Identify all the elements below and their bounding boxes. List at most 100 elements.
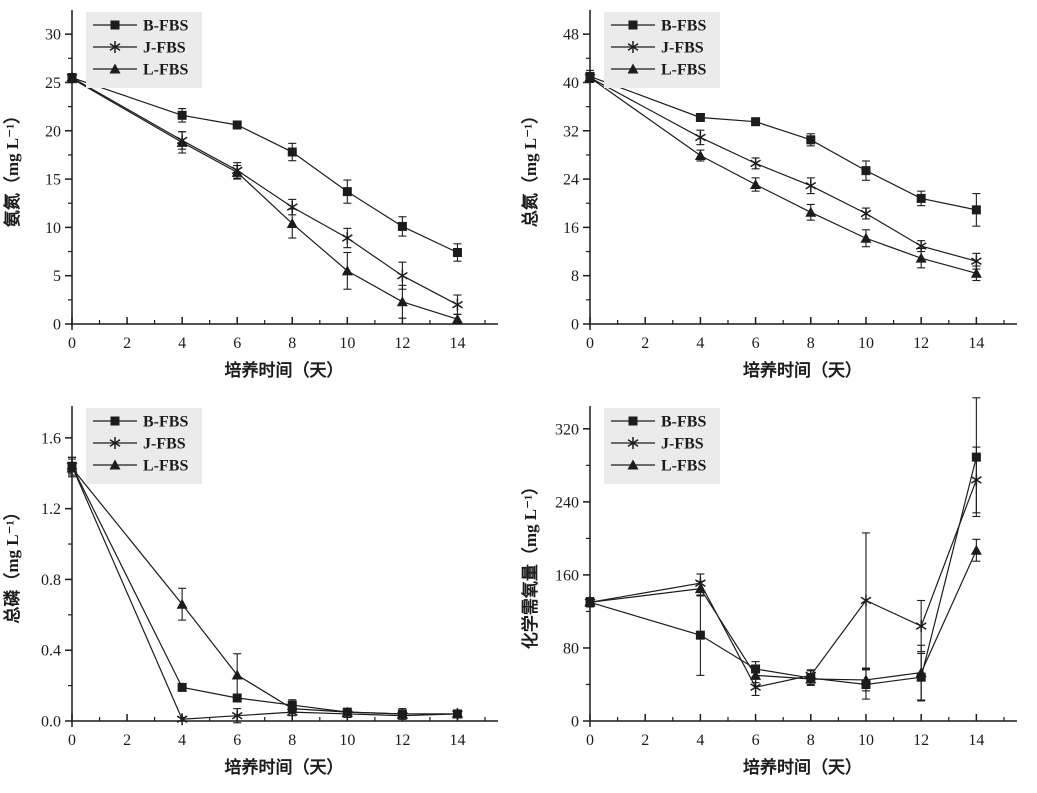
text-label: 5 [53, 268, 61, 285]
legend-label: J-FBS [143, 436, 186, 453]
text-label: 12 [913, 335, 929, 352]
legend-label: B-FBS [143, 414, 188, 431]
legend: B-FBS J-FBS L-FBS [604, 408, 720, 484]
square-icon [971, 205, 981, 215]
y-axis-ticks: 0 80 160 240 320 [555, 421, 590, 731]
text-label: 6 [752, 335, 760, 352]
asterisk-icon [176, 713, 188, 726]
series-B-FBS [67, 456, 462, 720]
legend-label: J-FBS [661, 40, 704, 57]
triangle-icon [231, 166, 243, 177]
text-label: 0.8 [41, 572, 61, 589]
asterisk-icon [452, 298, 463, 311]
text-label: 2 [123, 732, 131, 749]
text-label: 25 [45, 75, 61, 92]
asterisk-icon [915, 620, 927, 633]
text-label: 1.6 [41, 430, 61, 447]
x-axis-ticks: 0 2 4 6 8 10 12 14 [586, 317, 1005, 352]
square-icon [232, 120, 242, 130]
text-label: 14 [449, 335, 465, 352]
text-label: 2 [123, 335, 131, 352]
square-icon [177, 682, 187, 692]
triangle-icon [584, 72, 596, 83]
triangle-icon [231, 669, 243, 680]
text-label: 4 [696, 335, 704, 352]
triangle-icon [109, 63, 121, 74]
text-label: 0.0 [41, 714, 61, 731]
legend-item-J-FBS: J-FBS [611, 436, 704, 453]
triangle-icon [805, 206, 817, 217]
triangle-icon [66, 462, 78, 473]
triangle-icon [915, 252, 927, 263]
text-label: 80 [563, 640, 579, 657]
text-label: 40 [563, 75, 579, 92]
text-label: 0 [586, 335, 594, 352]
legend-label: J-FBS [661, 436, 704, 453]
legend-label: L-FBS [143, 62, 188, 79]
x-axis-ticks: 0 2 4 6 8 10 12 14 [586, 714, 1005, 749]
x-axis-label: 培养时间（天） [225, 757, 344, 777]
chart-ammonia-nitrogen: 0 5 10 15 20 25 30 0 2 4 6 8 10 12 14 氨氮（mg L⁻¹） 培养时间（天）… [0, 0, 518, 396]
triangle-icon [750, 179, 762, 190]
triangle-icon [396, 296, 408, 307]
ammonia-nitrogen-plot: 0 5 10 15 20 25 30 0 2 4 6 8 10 12 14 氨氮（mg L⁻¹） 培养时间（天）… [0, 0, 518, 396]
triangle-icon [627, 63, 639, 74]
text-label: 0 [53, 317, 61, 334]
legend-label: J-FBS [143, 40, 186, 57]
text-label: 4 [178, 335, 186, 352]
x-axis-ticks: 0 2 4 6 8 10 12 14 [68, 714, 486, 749]
legend-item-J-FBS: J-FBS [93, 436, 186, 453]
text-label: 10 [339, 335, 355, 352]
chart-total-nitrogen: 0 8 16 24 32 40 48 0 2 4 6 8 10 12 14 总氮（mg L⁻¹） 培养时间（天）… [518, 0, 1037, 396]
triangle-icon [341, 265, 353, 276]
asterisk-icon [231, 709, 243, 722]
asterisk-icon [627, 437, 639, 449]
series-L-FBS [584, 72, 982, 282]
text-label: 10 [858, 732, 874, 749]
asterisk-icon [396, 269, 408, 282]
text-label: 2 [641, 732, 649, 749]
text-label: 16 [563, 220, 579, 237]
square-icon [110, 20, 120, 30]
chemical-oxygen-demand-plot: 0 80 160 240 320 0 2 4 6 8 10 12 14 化学需氧量（mg L⁻¹） 培养时间… [518, 396, 1037, 793]
square-icon [110, 416, 120, 426]
axes [589, 10, 1017, 330]
triangle-icon [750, 669, 762, 680]
series-L-FBS [66, 73, 463, 325]
series-J-FBS [66, 71, 463, 315]
triangle-icon [860, 232, 872, 243]
triangle-icon [694, 583, 706, 594]
legend-label: L-FBS [143, 458, 188, 475]
asterisk-icon [109, 41, 121, 53]
text-label: 20 [45, 123, 61, 140]
legend-item-L-FBS: L-FBS [93, 458, 188, 475]
square-icon [287, 147, 297, 157]
asterisk-icon [627, 41, 639, 53]
text-label: 320 [555, 421, 579, 438]
text-label: 10 [45, 220, 61, 237]
x-axis-label: 培养时间（天） [225, 360, 344, 380]
legend: B-FBS J-FBS L-FBS [604, 12, 720, 88]
legend-label: B-FBS [661, 414, 706, 431]
triangle-icon [694, 150, 706, 161]
text-label: 12 [394, 732, 410, 749]
text-label: 15 [45, 172, 61, 189]
square-icon [695, 112, 705, 122]
asterisk-icon [970, 473, 982, 486]
text-label: 14 [449, 732, 465, 749]
legend: B-FBS J-FBS L-FBS [86, 12, 202, 88]
y-axis-ticks: 0 5 10 15 20 25 30 [45, 27, 72, 334]
square-icon [232, 693, 242, 703]
text-label: 4 [696, 732, 704, 749]
text-label: 160 [555, 567, 579, 584]
text-label: 32 [563, 123, 579, 140]
text-label: 12 [394, 335, 410, 352]
triangle-icon [970, 544, 982, 555]
text-label: 0 [68, 732, 76, 749]
text-label: 10 [858, 335, 874, 352]
legend: B-FBS J-FBS L-FBS [86, 408, 202, 484]
text-label: 0 [586, 732, 594, 749]
asterisk-icon [109, 437, 121, 449]
chart-total-phosphorus: 0.0 0.4 0.8 1.2 1.6 0 2 4 6 8 10 12 14 总磷（mg L⁻¹） 培养时间… [0, 396, 518, 793]
asterisk-icon [860, 207, 872, 220]
